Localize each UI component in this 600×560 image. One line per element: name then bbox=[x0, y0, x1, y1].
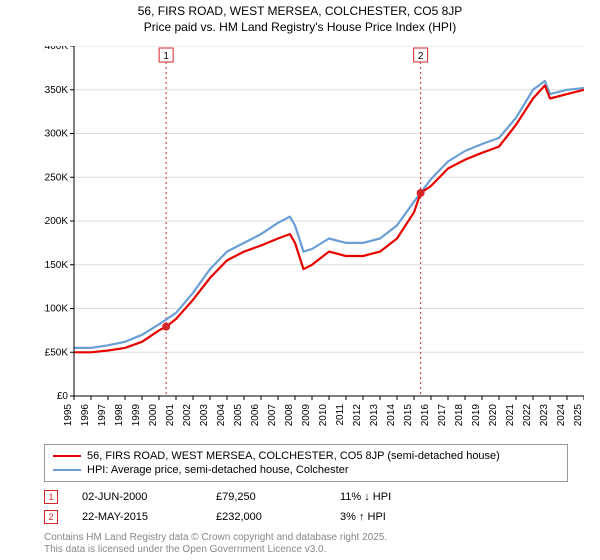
svg-text:2016: 2016 bbox=[420, 404, 431, 427]
chart-title: 56, FIRS ROAD, WEST MERSEA, COLCHESTER, … bbox=[0, 0, 600, 35]
transaction-date: 02-JUN-2000 bbox=[82, 491, 192, 503]
legend-item: 56, FIRS ROAD, WEST MERSEA, COLCHESTER, … bbox=[53, 449, 559, 463]
svg-text:£0: £0 bbox=[57, 391, 69, 402]
svg-text:£50K: £50K bbox=[45, 347, 69, 358]
copyright-text: Contains HM Land Registry data © Crown c… bbox=[44, 532, 387, 556]
svg-text:2009: 2009 bbox=[301, 404, 312, 427]
transaction-date: 22-MAY-2015 bbox=[82, 511, 192, 523]
chart-container: 56, FIRS ROAD, WEST MERSEA, COLCHESTER, … bbox=[0, 0, 600, 560]
svg-text:2024: 2024 bbox=[556, 404, 567, 427]
svg-text:2023: 2023 bbox=[539, 404, 550, 427]
svg-text:2019: 2019 bbox=[471, 404, 482, 427]
svg-text:2013: 2013 bbox=[369, 404, 380, 427]
transaction-price: £79,250 bbox=[216, 491, 316, 503]
svg-text:2015: 2015 bbox=[403, 404, 414, 427]
legend-swatch bbox=[53, 469, 81, 471]
svg-text:2021: 2021 bbox=[505, 404, 516, 427]
svg-text:2006: 2006 bbox=[250, 404, 261, 427]
svg-text:1999: 1999 bbox=[131, 404, 142, 427]
svg-text:2010: 2010 bbox=[318, 404, 329, 427]
svg-text:2022: 2022 bbox=[522, 404, 533, 427]
transaction-marker-icon: 1 bbox=[44, 490, 58, 504]
transaction-marker-icon: 2 bbox=[44, 510, 58, 524]
legend-label: 56, FIRS ROAD, WEST MERSEA, COLCHESTER, … bbox=[87, 450, 500, 462]
legend-swatch bbox=[53, 455, 81, 457]
transaction-row: 1 02-JUN-2000 £79,250 11% ↓ HPI bbox=[44, 490, 440, 504]
svg-text:1996: 1996 bbox=[80, 404, 91, 427]
transaction-diff: 3% ↑ HPI bbox=[340, 511, 440, 523]
title-line-1: 56, FIRS ROAD, WEST MERSEA, COLCHESTER, … bbox=[0, 4, 600, 20]
svg-text:£300K: £300K bbox=[44, 129, 68, 140]
copyright-line-1: Contains HM Land Registry data © Crown c… bbox=[44, 532, 387, 544]
svg-text:1995: 1995 bbox=[63, 404, 74, 427]
svg-text:£200K: £200K bbox=[44, 216, 68, 227]
transaction-list: 1 02-JUN-2000 £79,250 11% ↓ HPI 2 22-MAY… bbox=[44, 490, 440, 530]
svg-text:2005: 2005 bbox=[233, 404, 244, 427]
legend-item: HPI: Average price, semi-detached house,… bbox=[53, 463, 559, 477]
svg-text:2011: 2011 bbox=[335, 404, 346, 426]
svg-text:£150K: £150K bbox=[44, 260, 68, 271]
svg-text:2: 2 bbox=[418, 51, 424, 62]
svg-text:2007: 2007 bbox=[267, 404, 278, 427]
svg-text:2017: 2017 bbox=[437, 404, 448, 427]
svg-text:2001: 2001 bbox=[165, 404, 176, 427]
svg-text:2012: 2012 bbox=[352, 404, 363, 427]
transaction-diff: 11% ↓ HPI bbox=[340, 491, 440, 503]
svg-text:1998: 1998 bbox=[114, 404, 125, 427]
svg-text:2004: 2004 bbox=[216, 404, 227, 427]
svg-text:£350K: £350K bbox=[44, 85, 68, 96]
line-chart: 1 2 £0 £50K £100K £150K £200K £250K £300K £350K £… bbox=[44, 46, 584, 436]
svg-text:2000: 2000 bbox=[148, 404, 159, 427]
chart-legend: 56, FIRS ROAD, WEST MERSEA, COLCHESTER, … bbox=[44, 444, 568, 482]
title-line-2: Price paid vs. HM Land Registry's House … bbox=[0, 20, 600, 36]
svg-text:2002: 2002 bbox=[182, 404, 193, 427]
svg-text:2020: 2020 bbox=[488, 404, 499, 427]
svg-text:1997: 1997 bbox=[97, 404, 108, 427]
svg-text:£250K: £250K bbox=[44, 172, 68, 183]
svg-text:2008: 2008 bbox=[284, 404, 295, 427]
copyright-line-2: This data is licensed under the Open Gov… bbox=[44, 544, 387, 556]
legend-label: HPI: Average price, semi-detached house,… bbox=[87, 464, 349, 476]
svg-text:2018: 2018 bbox=[454, 404, 465, 427]
transaction-price: £232,000 bbox=[216, 511, 316, 523]
svg-text:£100K: £100K bbox=[44, 304, 68, 315]
svg-text:1: 1 bbox=[163, 51, 169, 62]
svg-text:2025: 2025 bbox=[573, 404, 584, 427]
svg-text:2003: 2003 bbox=[199, 404, 210, 427]
transaction-row: 2 22-MAY-2015 £232,000 3% ↑ HPI bbox=[44, 510, 440, 524]
svg-text:£400K: £400K bbox=[44, 46, 68, 52]
svg-text:2014: 2014 bbox=[386, 404, 397, 427]
